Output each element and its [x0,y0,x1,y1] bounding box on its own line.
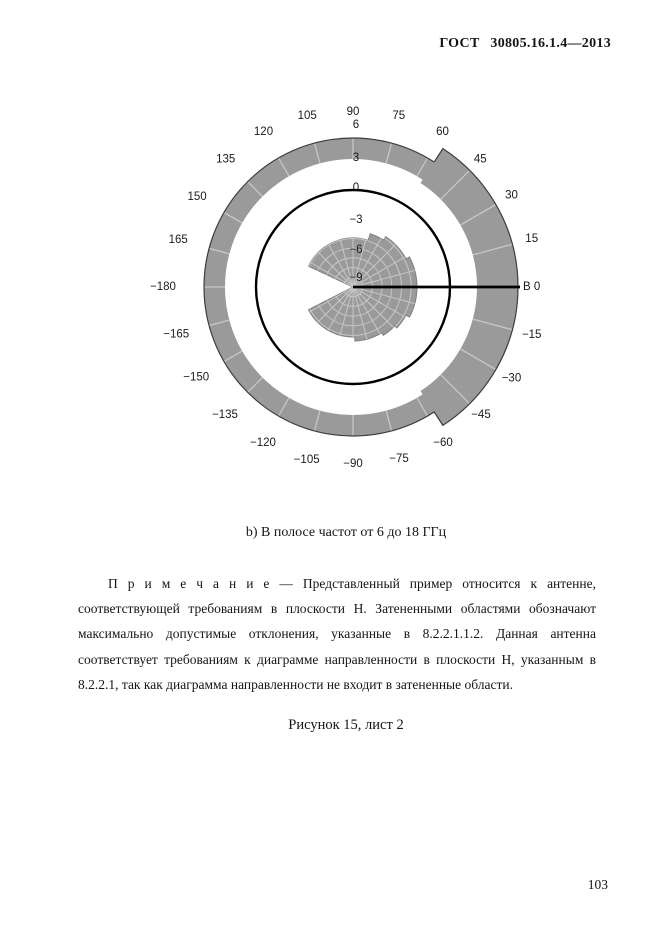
ring-spoke [472,243,513,256]
db-label: 6 [353,119,359,131]
ring-spoke [460,348,497,371]
ring-spoke [313,142,321,164]
ring-spoke [247,181,263,197]
ring-spoke [208,319,230,327]
angle-label: 60 [436,126,449,138]
ring-spoke [440,169,471,200]
ring-spoke [416,157,429,177]
ring-spoke [416,397,429,417]
ring-spoke [208,247,230,255]
page-number: 103 [587,877,608,892]
ring-spoke [223,211,243,224]
angle-label: −60 [433,437,453,449]
angle-label: 135 [216,154,235,166]
db-label: −3 [349,214,362,226]
angle-label: 150 [188,191,207,203]
tolerance-wide-sector [420,148,519,426]
db-label: −9 [349,272,362,284]
angle-label: 105 [298,110,317,122]
db-label: −6 [349,244,362,256]
angle-label: −120 [250,437,276,449]
ring-spoke [385,142,393,164]
angle-label: −180 [150,281,176,293]
angle-label: 30 [505,190,518,202]
ring-spoke [277,157,290,177]
note-paragraph: П р и м е ч а н и е — Представленный при… [78,576,596,692]
mask-outer-outline [203,137,519,437]
ring-spoke [385,410,393,432]
ring-spoke [472,318,513,331]
angle-label: 45 [474,154,487,166]
angle-label: −30 [502,373,522,385]
angle-label: 120 [254,126,273,138]
boresight-label: B 0 [523,281,540,293]
angle-label: −90 [343,458,363,470]
angle-label: −15 [522,329,542,341]
figure-caption: b) В полосе частот от 6 до 18 ГГц [245,525,447,540]
angle-label: 90 [347,106,360,118]
db-label: 0 [353,182,359,194]
db-label: 3 [353,152,359,164]
angle-label: 75 [392,110,405,122]
figure-number-label: Рисунок 15, лист 2 [288,717,404,733]
angle-label: −75 [389,453,409,465]
ring-spoke [223,350,243,363]
ring-spoke [313,410,321,432]
angle-label: 15 [525,233,538,245]
angle-label: −165 [163,328,189,340]
ring-spoke [440,374,471,405]
ring-spoke [247,377,263,393]
doc-number: ГОСТ 30805.16.1.4—2013 [439,36,611,51]
angle-label: −135 [212,409,238,421]
ring-spoke [277,397,290,417]
angle-label: 165 [169,234,188,246]
angle-label: −105 [294,454,320,466]
ring-spoke [460,203,497,226]
angle-label: −150 [183,372,209,384]
angle-label: −45 [471,409,491,421]
